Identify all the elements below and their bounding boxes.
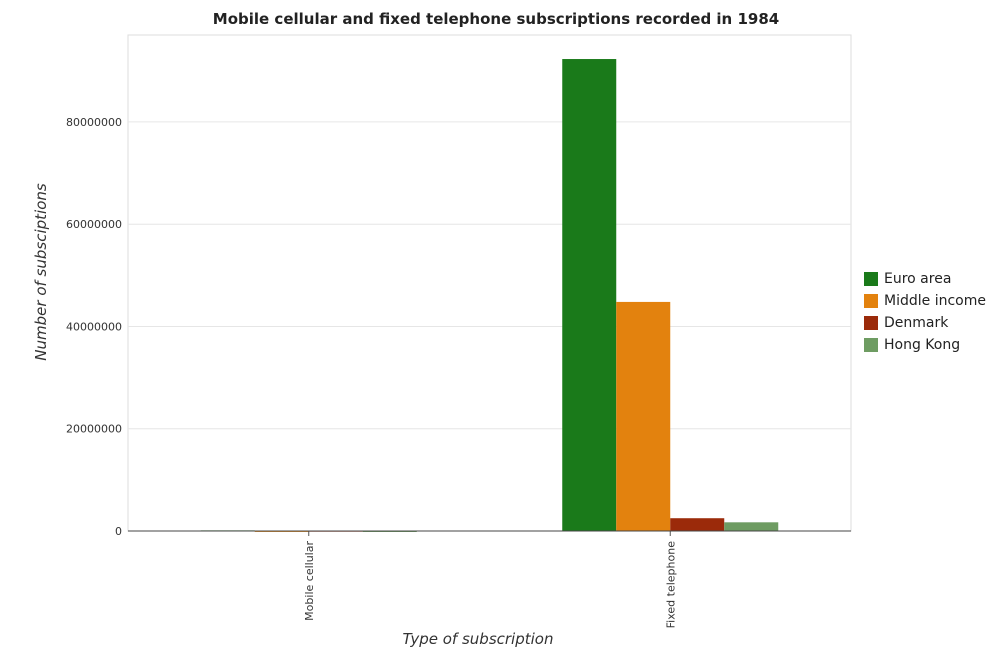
legend-label: Middle income: [884, 293, 986, 309]
chart-title: Mobile cellular and fixed telephone subs…: [213, 10, 779, 28]
y-tick-label: 20000000: [66, 423, 122, 436]
bar-euro-area: [562, 59, 617, 531]
bar-middle-income: [616, 301, 671, 531]
y-axis-title: Number of subsciptions: [32, 183, 50, 361]
y-tick-label: 80000000: [66, 116, 122, 129]
y-tick-label: 60000000: [66, 218, 122, 231]
y-ticks: 0 20000000 40000000 60000000 80000000: [66, 116, 122, 538]
legend-label: Denmark: [884, 315, 949, 331]
legend-label: Euro area: [884, 271, 951, 287]
y-tick-label: 0: [115, 525, 122, 538]
x-axis-title: Type of subscription: [403, 630, 554, 648]
bar-denmark: [670, 518, 725, 531]
x-tick-label: Mobile cellular: [303, 541, 316, 621]
legend-label: Hong Kong: [884, 337, 960, 353]
x-tick-label: Fixed telephone: [664, 541, 677, 629]
legend-swatch: [864, 272, 878, 286]
legend-swatch: [864, 294, 878, 308]
y-tick-label: 40000000: [66, 320, 122, 333]
legend: Euro area Middle income Denmark Hong Kong: [864, 271, 986, 353]
bar-hong-kong: [724, 522, 779, 531]
plot-area: 0 20000000 40000000 60000000 80000000 Mobile…: [66, 34, 852, 629]
bars: [200, 59, 779, 532]
x-ticks: Mobile cellular Fixed telephone: [128, 530, 851, 629]
legend-swatch: [864, 338, 878, 352]
legend-swatch: [864, 316, 878, 330]
plot-background: [127, 34, 852, 532]
